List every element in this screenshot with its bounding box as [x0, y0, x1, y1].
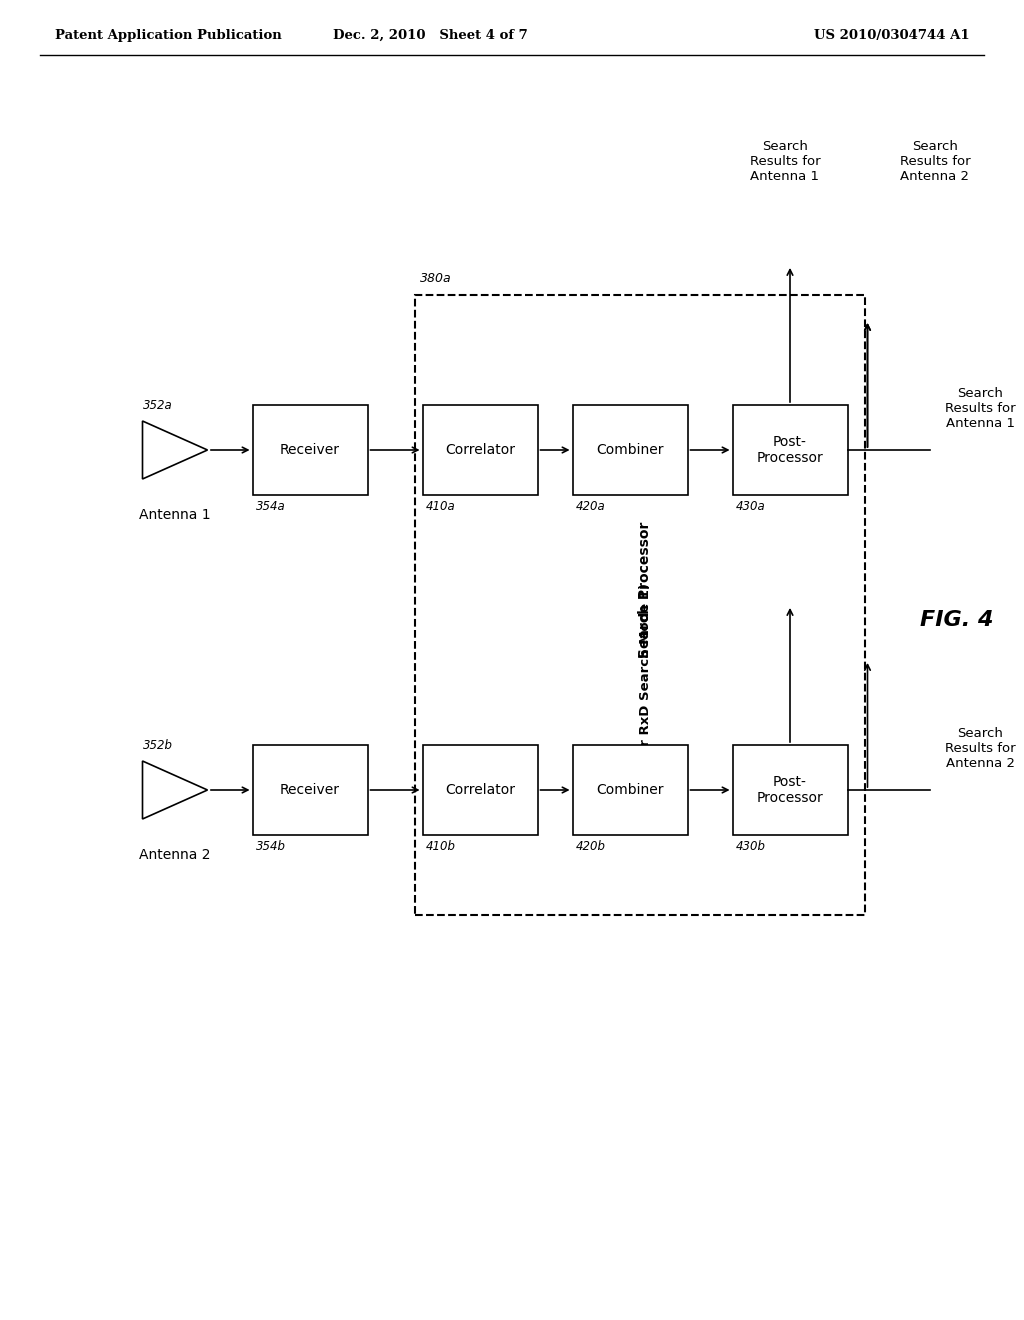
Text: 430a: 430a	[735, 500, 765, 513]
Text: 354b: 354b	[256, 840, 286, 853]
Text: Correlator: Correlator	[445, 444, 515, 457]
Bar	[732, 405, 848, 495]
Text: 352b: 352b	[143, 739, 173, 752]
Text: Dec. 2, 2010   Sheet 4 of 7: Dec. 2, 2010 Sheet 4 of 7	[333, 29, 527, 41]
Text: 352a: 352a	[143, 399, 173, 412]
Bar	[423, 405, 538, 495]
Text: Receiver: Receiver	[280, 783, 340, 797]
Text: Post-
Processor: Post- Processor	[757, 775, 823, 805]
Bar	[415, 294, 865, 915]
Text: Search
Results for
Antenna 2: Search Results for Antenna 2	[900, 140, 971, 183]
Text: 420b: 420b	[575, 840, 605, 853]
Text: (for RxD Search Mode 1): (for RxD Search Mode 1)	[639, 583, 651, 767]
Text: Search
Results for
Antenna 2: Search Results for Antenna 2	[945, 727, 1016, 770]
Text: Post-
Processor: Post- Processor	[757, 434, 823, 465]
Text: Patent Application Publication: Patent Application Publication	[55, 29, 282, 41]
Polygon shape	[142, 762, 208, 818]
Text: Combiner: Combiner	[596, 444, 664, 457]
Text: Search
Results for
Antenna 1: Search Results for Antenna 1	[945, 387, 1016, 430]
Text: 380a: 380a	[420, 272, 452, 285]
Text: Antenna 1: Antenna 1	[139, 508, 211, 521]
Bar	[572, 405, 687, 495]
Text: Combiner: Combiner	[596, 783, 664, 797]
Text: Search
Results for
Antenna 1: Search Results for Antenna 1	[750, 140, 820, 183]
Text: 430b: 430b	[735, 840, 766, 853]
Bar	[423, 744, 538, 836]
Bar	[253, 405, 368, 495]
Text: Correlator: Correlator	[445, 783, 515, 797]
Text: 410b: 410b	[426, 840, 456, 853]
Text: Antenna 2: Antenna 2	[139, 847, 211, 862]
Bar	[572, 744, 687, 836]
Bar	[253, 744, 368, 836]
Text: Search Processor: Search Processor	[638, 521, 652, 659]
Text: US 2010/0304744 A1: US 2010/0304744 A1	[814, 29, 970, 41]
Text: 354a: 354a	[256, 500, 286, 513]
Text: Receiver: Receiver	[280, 444, 340, 457]
Text: FIG. 4: FIG. 4	[920, 610, 993, 630]
Text: 420a: 420a	[575, 500, 605, 513]
Polygon shape	[142, 421, 208, 479]
Bar	[732, 744, 848, 836]
Text: 410a: 410a	[426, 500, 456, 513]
